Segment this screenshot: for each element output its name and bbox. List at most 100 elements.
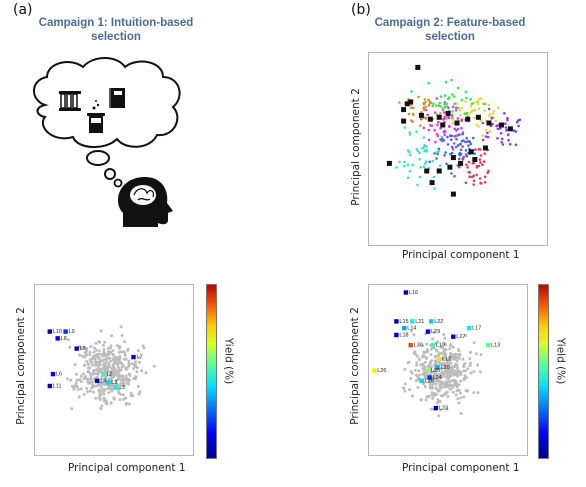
background-point <box>106 370 110 373</box>
background-point <box>434 341 438 345</box>
background-point <box>435 388 439 391</box>
ligand-label: L11 <box>53 384 62 390</box>
cluster-point <box>450 151 454 155</box>
cluster-point <box>422 101 425 105</box>
background-point <box>457 353 461 357</box>
background-point <box>429 347 433 351</box>
cluster-point <box>470 175 474 179</box>
background-point <box>94 396 98 400</box>
cluster-point <box>497 106 500 109</box>
background-point <box>414 373 418 377</box>
background-point <box>427 394 430 398</box>
cluster-point <box>478 158 482 161</box>
background-point <box>415 363 419 367</box>
selected-ligand-marker <box>404 101 410 107</box>
background-point <box>421 353 425 357</box>
selected-ligand-point <box>430 343 435 348</box>
cluster-point <box>411 163 415 167</box>
cluster-point <box>477 97 481 101</box>
cluster-point <box>464 153 468 156</box>
cluster-point <box>403 160 406 164</box>
cluster-point <box>508 142 512 146</box>
background-point <box>476 363 480 367</box>
background-point <box>429 360 433 364</box>
selected-ligand-point <box>55 336 60 341</box>
background-point <box>474 352 478 356</box>
background-point <box>81 372 85 376</box>
background-point <box>115 344 119 348</box>
beaker-icon <box>87 100 105 133</box>
cluster-point <box>442 111 446 114</box>
background-point <box>472 341 476 345</box>
background-point <box>83 363 87 367</box>
ligand-label: L19 <box>436 343 445 349</box>
background-point <box>85 386 89 390</box>
selected-ligand-marker <box>401 118 407 124</box>
background-point <box>99 385 103 389</box>
background-point <box>78 353 81 357</box>
cluster-point <box>459 142 462 146</box>
ligand-label: L6 <box>56 372 62 378</box>
cluster-point <box>486 131 489 135</box>
background-point <box>118 345 122 349</box>
background-point <box>432 394 436 397</box>
bottom-left-xlabel: Principal component 1 <box>68 462 186 474</box>
background-point <box>85 349 89 353</box>
background-point <box>108 359 112 363</box>
background-point <box>447 380 451 384</box>
cluster-point <box>460 98 464 102</box>
background-point <box>127 359 131 363</box>
cluster-point <box>477 148 480 151</box>
background-point <box>109 372 113 376</box>
cluster-point <box>461 145 464 148</box>
background-point <box>437 414 441 418</box>
cluster-point <box>453 95 456 98</box>
cluster-point <box>516 119 520 122</box>
cluster-point <box>431 104 434 108</box>
cluster-point <box>451 118 455 121</box>
background-point <box>102 351 106 355</box>
cluster-point <box>441 107 445 110</box>
selected-ligand-marker <box>445 110 451 116</box>
cluster-point <box>435 157 438 160</box>
background-point <box>111 385 115 389</box>
background-point <box>426 350 430 354</box>
background-point <box>75 378 79 382</box>
background-point <box>446 366 450 370</box>
cluster-point <box>435 97 439 100</box>
background-point <box>127 362 131 366</box>
background-point <box>434 354 438 358</box>
background-point <box>66 338 70 342</box>
background-point <box>440 366 444 370</box>
cluster-point <box>443 154 446 157</box>
background-point <box>93 360 97 364</box>
background-point <box>95 368 99 372</box>
background-point <box>429 380 433 384</box>
test-tube-rack-icon <box>59 91 81 111</box>
ligand-label: L4 <box>100 378 106 384</box>
cluster-point <box>464 90 468 94</box>
cluster-point <box>450 78 453 82</box>
background-point <box>94 363 97 367</box>
cluster-point <box>465 163 468 167</box>
cluster-point <box>458 165 461 169</box>
background-point <box>112 372 116 376</box>
background-point <box>119 325 123 329</box>
cluster-point <box>450 138 453 142</box>
ligand-label: L28 <box>425 378 434 384</box>
ligand-label: L8 <box>61 336 67 342</box>
cluster-point <box>419 166 422 169</box>
selected-ligand-point <box>394 319 399 324</box>
selected-ligand-marker <box>415 64 421 70</box>
cluster-point <box>460 119 463 122</box>
cluster-point <box>481 138 485 142</box>
cluster-point <box>464 100 467 103</box>
cluster-point <box>458 108 462 112</box>
selected-ligand-point <box>436 356 442 361</box>
background-point <box>456 355 460 359</box>
background-point <box>449 354 453 357</box>
bottom-right-colorbar <box>538 284 549 459</box>
background-point <box>97 363 100 367</box>
background-point <box>455 363 459 367</box>
cluster-point <box>494 119 498 122</box>
